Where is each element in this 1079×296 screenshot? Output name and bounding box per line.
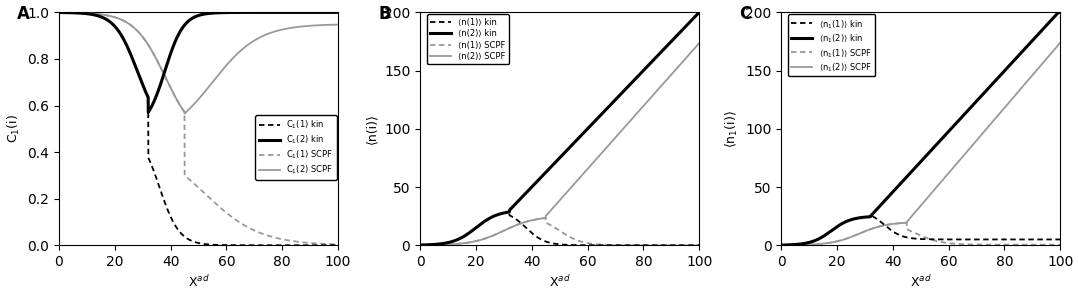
Y-axis label: ⟨n$_1$(i)⟩: ⟨n$_1$(i)⟩ bbox=[723, 110, 739, 148]
Text: C: C bbox=[739, 5, 752, 23]
Legend: C$_1$(1) kin, C$_1$(2) kin, C$_1$(1) SCPF, C$_1$(2) SCPF: C$_1$(1) kin, C$_1$(2) kin, C$_1$(1) SCP… bbox=[256, 115, 337, 180]
X-axis label: X$^{ad}$: X$^{ad}$ bbox=[188, 275, 209, 290]
Text: A: A bbox=[17, 5, 30, 23]
X-axis label: X$^{ad}$: X$^{ad}$ bbox=[910, 275, 931, 290]
X-axis label: X$^{ad}$: X$^{ad}$ bbox=[549, 275, 571, 290]
Legend: ⟨n(1)⟩ kin, ⟨n(2)⟩ kin, ⟨n(1)⟩ SCPF, ⟨n(2)⟩ SCPF: ⟨n(1)⟩ kin, ⟨n(2)⟩ kin, ⟨n(1)⟩ SCPF, ⟨n(… bbox=[427, 14, 508, 65]
Legend: ⟨n$_1$(1)⟩ kin, ⟨n$_1$(2)⟩ kin, ⟨n$_1$(1)⟩ SCPF, ⟨n$_1$(2)⟩ SCPF: ⟨n$_1$(1)⟩ kin, ⟨n$_1$(2)⟩ kin, ⟨n$_1$(1… bbox=[788, 14, 875, 76]
Y-axis label: ⟨n(i)⟩: ⟨n(i)⟩ bbox=[366, 113, 379, 144]
Y-axis label: C$_1$(i): C$_1$(i) bbox=[5, 114, 22, 143]
Text: B: B bbox=[379, 5, 391, 23]
